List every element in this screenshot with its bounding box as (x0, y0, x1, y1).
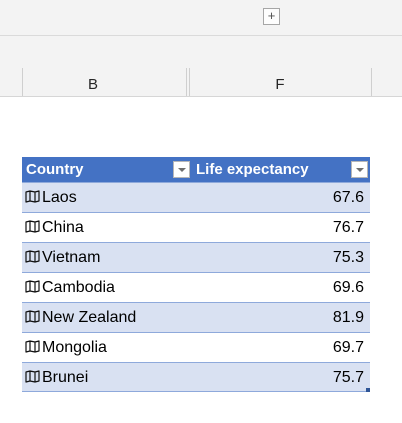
country-cell[interactable]: Laos (22, 183, 192, 212)
column-header-b[interactable]: B (87, 76, 98, 93)
column-divider[interactable] (371, 68, 372, 96)
country-cell[interactable]: Vietnam (22, 243, 192, 272)
life-expectancy-cell[interactable]: 81.9 (332, 309, 364, 326)
table-body: Laos 67.6 China 76.7 Vietnam 75.3 Cambodia 69.6… (22, 182, 370, 392)
table-header-row: Country Life expectancy (22, 157, 370, 182)
outline-group-line (0, 35, 402, 36)
column-header-bar: + B F (0, 0, 402, 97)
country-cell[interactable]: China (22, 213, 192, 242)
table-row: Mongolia 69.7 (22, 332, 370, 362)
column-divider[interactable] (186, 68, 187, 96)
country-cell[interactable]: Cambodia (22, 273, 192, 302)
country-name: Mongolia (42, 339, 107, 356)
map-icon (25, 364, 40, 383)
map-icon (25, 214, 40, 233)
header-cell-life-expectancy[interactable]: Life expectancy (192, 157, 370, 182)
life-expectancy-cell[interactable]: 69.6 (332, 279, 364, 296)
life-expectancy-cell[interactable]: 76.7 (332, 219, 364, 236)
map-icon (25, 334, 40, 353)
expand-columns-button[interactable]: + (263, 8, 280, 25)
country-cell[interactable]: Brunei (22, 363, 192, 391)
map-icon (25, 274, 40, 293)
life-expectancy-cell[interactable]: 75.7 (332, 369, 364, 386)
filter-dropdown-icon[interactable] (351, 161, 368, 178)
map-icon (25, 244, 40, 263)
column-divider[interactable] (22, 68, 23, 96)
country-name: Cambodia (42, 279, 115, 296)
life-expectancy-cell[interactable]: 67.6 (332, 189, 364, 206)
table-row: Cambodia 69.6 (22, 272, 370, 302)
header-label-country: Country (26, 161, 84, 178)
country-name: China (42, 219, 84, 236)
table-row: Laos 67.6 (22, 182, 370, 212)
data-table: Country Life expectancy Laos 67.6 China 76.… (22, 157, 370, 392)
life-expectancy-cell[interactable]: 75.3 (332, 249, 364, 266)
map-icon (25, 304, 40, 323)
country-name: Vietnam (42, 249, 101, 266)
table-row: New Zealand 81.9 (22, 302, 370, 332)
country-name: Laos (42, 189, 77, 206)
life-expectancy-cell[interactable]: 69.7 (332, 339, 364, 356)
country-cell[interactable]: Mongolia (22, 333, 192, 362)
column-divider[interactable] (189, 68, 190, 96)
filter-dropdown-icon[interactable] (173, 161, 190, 178)
header-label-life-expectancy: Life expectancy (196, 161, 309, 178)
country-cell[interactable]: New Zealand (22, 303, 192, 332)
table-row: Brunei 75.7 (22, 362, 370, 392)
map-icon (25, 184, 40, 203)
country-name: New Zealand (42, 309, 137, 326)
header-cell-country[interactable]: Country (22, 157, 192, 182)
table-row: Vietnam 75.3 (22, 242, 370, 272)
table-row: China 76.7 (22, 212, 370, 242)
table-resize-handle[interactable] (366, 388, 370, 392)
country-name: Brunei (42, 369, 89, 386)
column-header-f[interactable]: F (275, 76, 285, 93)
